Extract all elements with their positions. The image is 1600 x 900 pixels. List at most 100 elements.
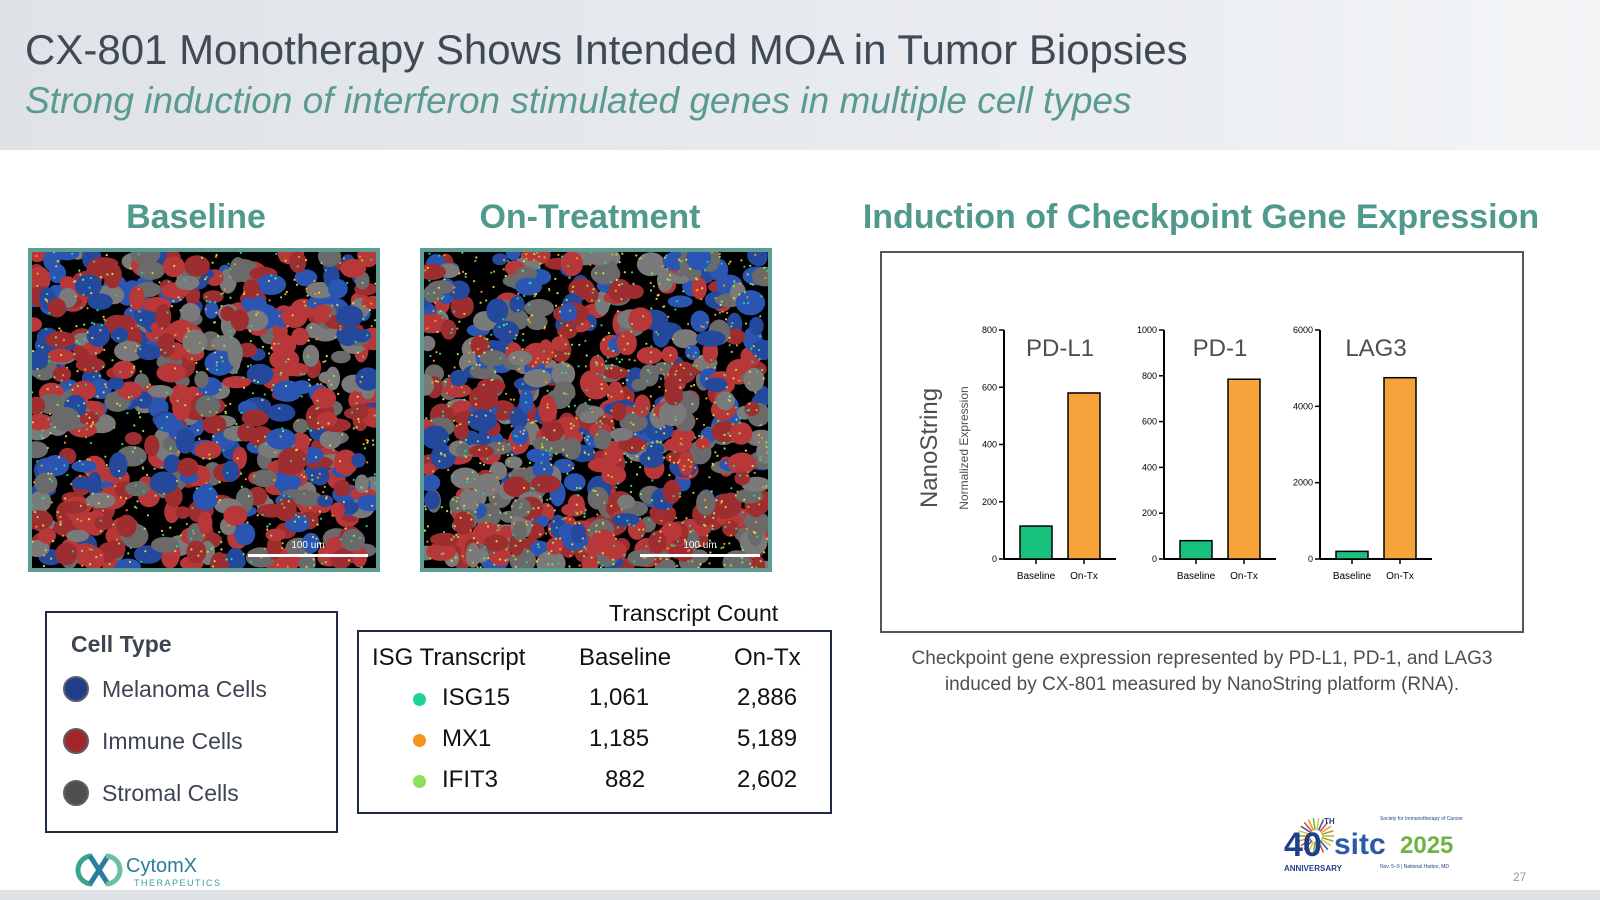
transcript-speckle [427,457,430,460]
transcript-speckle [474,510,477,513]
transcript-speckle [220,356,223,359]
transcript-speckle [692,364,695,367]
chart-title: LAG3 [1345,335,1406,362]
y-tick-label: 600 [1142,417,1157,427]
transcript-speckle [471,471,474,474]
transcript-speckle [85,422,89,425]
transcript-speckle [284,259,287,262]
transcript-speckle [225,558,228,561]
transcript-speckle [218,531,221,534]
transcript-speckle [476,565,479,568]
transcript-speckle [463,398,466,401]
transcript-speckle [568,565,571,568]
transcript-speckle [495,540,498,543]
transcript-speckle [728,336,731,339]
transcript-speckle [87,503,90,506]
transcript-speckle [502,445,505,448]
transcript-speckle [175,479,179,483]
transcript-speckle [48,355,51,358]
transcript-speckle [689,267,692,270]
transcript-speckle [339,325,342,328]
transcript-speckle [618,360,621,364]
transcript-speckle [703,269,707,272]
on-treatment-tissue-image: 100 um [420,248,772,572]
transcript-speckle [650,445,653,448]
transcript-speckle [542,370,545,373]
transcript-speckle [711,524,714,527]
transcript-speckle [675,516,678,519]
transcript-speckle [119,496,122,499]
transcript-speckle [473,477,476,480]
transcript-speckle [432,470,435,473]
transcript-speckle [749,562,752,565]
tissue-cell [747,524,763,546]
transcript-speckle [450,538,453,541]
transcript-speckle [639,517,642,520]
transcript-speckle [261,513,264,516]
transcript-speckle [370,325,373,328]
transcript-speckle [765,441,768,444]
transcript-speckle [137,253,140,256]
tissue-cell [355,367,376,391]
transcript-speckle [470,518,473,521]
transcript-speckle [221,292,224,295]
transcript-speckle [272,383,275,387]
transcript-speckle [453,366,456,369]
transcript-speckle [279,435,282,438]
tissue-cell [192,485,219,511]
transcript-speckle [317,427,320,430]
transcript-speckle [129,267,132,270]
transcript-speckle [720,500,723,503]
transcript-speckle [679,386,682,389]
transcript-speckle [754,531,757,535]
tissue-cell [678,450,695,476]
transcript-speckle [479,335,482,338]
transcript-speckle [133,446,136,450]
transcript-speckle [297,255,301,258]
transcript-speckle [656,294,659,297]
tissue-cell [729,422,753,445]
transcript-speckle [308,416,312,419]
transcript-speckle [722,546,725,549]
transcript-speckle [431,381,434,384]
transcript-speckle [671,362,674,365]
transcript-speckle [218,499,222,502]
transcript-speckle [154,494,157,497]
checkpoint-section-title: Induction of Checkpoint Gene Expression [862,198,1540,236]
transcript-speckle [569,329,572,332]
transcript-speckle [617,515,620,518]
transcript-speckle [751,464,754,468]
transcript-speckle [755,566,758,568]
transcript-speckle [741,556,744,560]
tissue-cell [47,298,67,318]
transcript-speckle [291,314,294,317]
transcript-speckle [370,258,373,261]
tissue-cell [107,377,125,390]
transcript-speckle [523,486,526,489]
transcript-speckle [699,355,702,359]
transcript-speckle [543,256,546,259]
transcript-speckle [747,471,750,474]
transcript-speckle [134,484,137,487]
transcript-speckle [119,371,122,374]
transcript-speckle [151,272,154,275]
transcript-speckle [674,308,677,311]
transcript-speckle [274,277,277,280]
transcript-speckle [62,339,66,342]
transcript-speckle [647,518,650,521]
transcript-speckle [703,499,707,502]
transcript-speckle [629,490,633,494]
transcript-speckle [541,446,544,449]
legend-item-immune: Immune Cells [63,724,243,758]
transcript-speckle [683,538,686,542]
transcript-speckle [373,414,376,417]
transcript-speckle [66,399,69,402]
transcript-speckle [196,393,199,396]
transcript-speckle [352,427,355,430]
transcript-speckle [467,512,470,515]
legend-item-melanoma: Melanoma Cells [63,672,267,706]
transcript-speckle [566,454,569,457]
transcript-speckle [247,365,250,368]
transcript-speckle [646,407,649,410]
tissue-cell [553,381,576,403]
